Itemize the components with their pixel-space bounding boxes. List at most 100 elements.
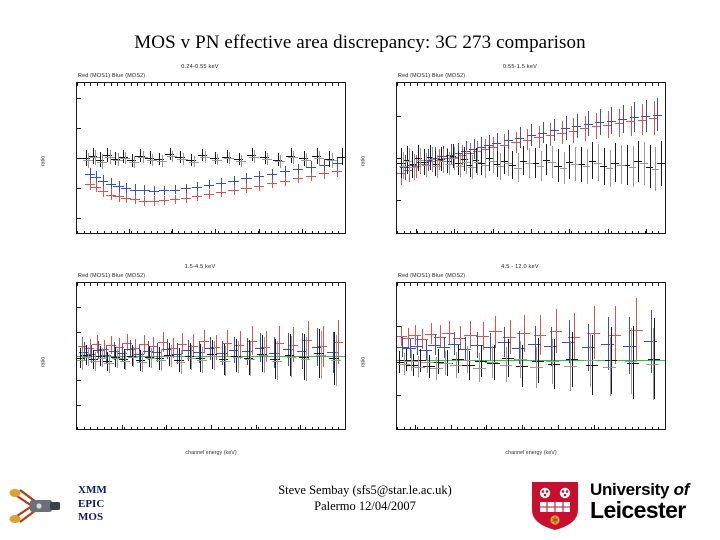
error-bar-horizontal: [580, 128, 590, 130]
xmm-label-line-2: EPIC: [78, 497, 105, 510]
minor-tick-mark: [117, 230, 119, 233]
minor-tick-mark: [298, 283, 300, 286]
error-bar-vertical: [531, 124, 532, 146]
minor-tick-mark: [244, 83, 246, 86]
minor-tick-mark: [197, 283, 199, 286]
minor-tick-mark: [450, 230, 452, 233]
minor-tick-mark: [298, 426, 300, 429]
error-bar-horizontal: [104, 363, 114, 365]
error-bar-horizontal: [648, 358, 661, 360]
error-bar-vertical: [546, 143, 548, 176]
error-bar-horizontal: [517, 333, 531, 335]
error-bar-horizontal: [268, 352, 279, 354]
minor-tick-mark: [504, 283, 506, 286]
error-bar-vertical: [303, 334, 305, 380]
minor-tick-mark: [658, 283, 660, 286]
error-bar-horizontal: [480, 149, 490, 151]
minor-tick-mark: [278, 230, 279, 233]
error-bar-vertical: [416, 335, 418, 356]
error-bar-horizontal: [297, 350, 308, 352]
error-bar-horizontal: [499, 364, 513, 366]
error-bar-vertical: [237, 340, 239, 373]
y-axis-label: ratio: [360, 155, 367, 167]
error-bar-horizontal: [114, 346, 124, 348]
error-bar-horizontal: [167, 347, 178, 349]
y-tick-mark: [397, 116, 401, 118]
error-bar-horizontal: [262, 159, 273, 161]
error-bar-horizontal: [274, 342, 284, 344]
minor-tick-mark: [83, 283, 85, 286]
error-bar-horizontal: [545, 134, 555, 136]
error-bar-horizontal: [583, 360, 597, 362]
minor-tick-mark: [544, 426, 546, 429]
author-email-line: Steve Sembay (sfs5@star.le.ac.uk): [278, 483, 452, 497]
error-bar-vertical: [459, 325, 461, 351]
error-bar-horizontal: [154, 358, 164, 360]
minor-tick-mark: [83, 230, 85, 233]
error-bar-horizontal: [536, 165, 545, 167]
error-bar-horizontal: [327, 160, 338, 162]
minor-tick-mark: [237, 83, 239, 86]
error-bar-horizontal: [216, 353, 227, 355]
minor-tick-mark: [338, 283, 340, 286]
minor-tick-mark: [403, 426, 405, 429]
error-bar-vertical: [174, 184, 176, 195]
y-axis-label: ratio: [40, 155, 47, 167]
minor-tick-mark: [557, 283, 559, 286]
minor-tick-mark: [338, 230, 340, 233]
error-bar-vertical: [414, 324, 416, 345]
error-bar-horizontal: [293, 178, 304, 180]
minor-tick-mark: [537, 83, 539, 86]
minor-tick-mark: [591, 230, 593, 233]
minor-tick-mark: [604, 283, 606, 286]
x-tick-mark: [486, 425, 488, 429]
plot-area: 0.80.911.11.222.533.54: [76, 282, 346, 430]
minor-tick-mark: [544, 83, 546, 86]
error-bar-horizontal: [204, 194, 215, 196]
error-bar-vertical: [609, 336, 611, 397]
error-bar-vertical: [133, 347, 135, 367]
university-wordmark-line-1: University of: [590, 480, 689, 500]
error-bar-horizontal: [241, 188, 252, 189]
error-bar-horizontal: [317, 346, 328, 348]
minor-tick-mark: [604, 83, 606, 86]
error-bar-horizontal: [423, 160, 433, 162]
minor-tick-mark: [665, 231, 666, 234]
error-bar-vertical: [149, 345, 151, 368]
error-bar-horizontal: [324, 158, 335, 160]
error-bar-horizontal: [476, 147, 486, 149]
minor-tick-mark: [624, 283, 626, 286]
x-tick-mark: [454, 229, 456, 233]
minor-tick-mark: [331, 230, 333, 233]
minor-tick-mark: [564, 230, 566, 233]
minor-tick-mark: [90, 426, 92, 429]
error-bar-horizontal: [327, 352, 338, 354]
minor-tick-mark: [190, 283, 192, 286]
error-bar-vertical: [290, 148, 292, 163]
error-bar-horizontal: [129, 162, 140, 164]
error-bar-horizontal: [302, 340, 313, 342]
error-bar-horizontal: [122, 342, 132, 344]
error-bar-horizontal: [110, 158, 120, 160]
minor-tick-mark: [638, 283, 640, 286]
error-bar-vertical: [341, 148, 343, 166]
xmm-satellite-icon: [6, 478, 76, 534]
error-bar-vertical: [161, 155, 163, 167]
y-tick-mark: [77, 188, 81, 189]
error-bar-horizontal: [497, 342, 511, 344]
minor-tick-mark: [571, 283, 573, 286]
minor-tick-mark: [264, 426, 266, 429]
error-bar-horizontal: [542, 159, 551, 161]
error-bar-horizontal: [565, 161, 574, 163]
minor-tick-mark: [450, 83, 452, 86]
error-bar-horizontal: [605, 360, 618, 362]
minor-tick-mark: [638, 426, 640, 429]
error-bar-vertical: [529, 148, 531, 178]
minor-tick-mark: [90, 283, 92, 286]
error-bar-vertical: [117, 153, 119, 167]
error-bar-horizontal: [554, 165, 562, 167]
minor-tick-mark: [631, 283, 633, 286]
error-bar-horizontal: [118, 358, 129, 360]
minor-tick-mark: [224, 230, 226, 233]
error-bar-horizontal: [421, 361, 434, 363]
